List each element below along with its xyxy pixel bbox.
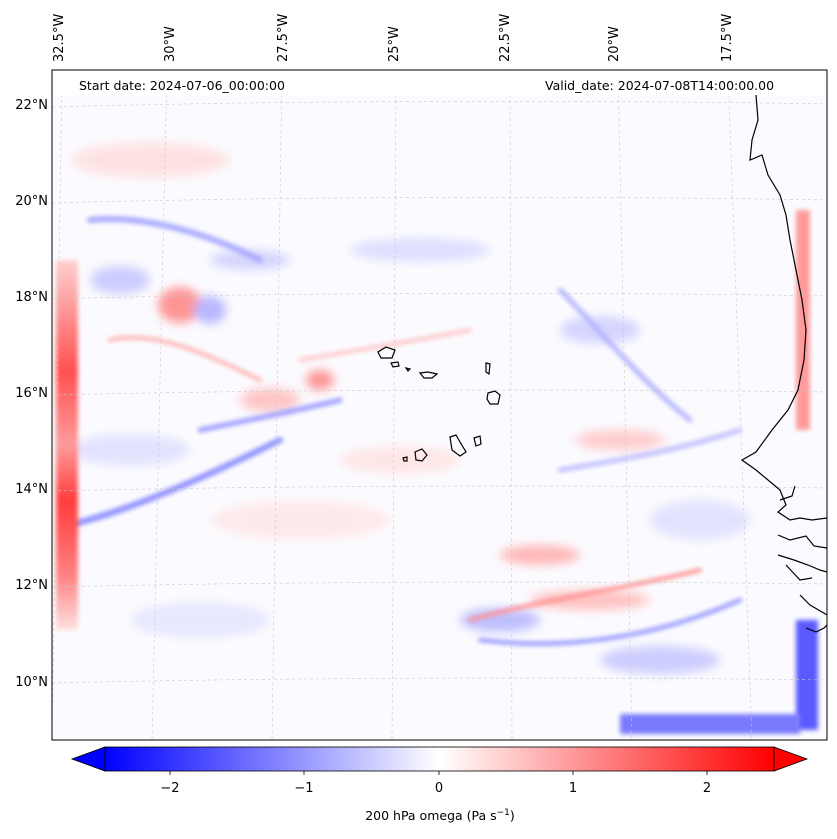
lat-label-22n: 22°N bbox=[15, 98, 48, 113]
lon-label-22-5w: 22.5°W bbox=[498, 13, 513, 62]
lon-label-25w: 25°W bbox=[387, 26, 402, 62]
lon-label-17-5w: 17.5°W bbox=[720, 13, 735, 62]
colorbar-title-sup: −1 bbox=[496, 808, 510, 818]
lon-label-30w: 30°W bbox=[163, 26, 178, 62]
colorbar-title-main: 200 hPa omega (Pa s bbox=[365, 808, 497, 824]
colorbar-tick-label: −1 bbox=[294, 781, 314, 796]
omega-field bbox=[52, 70, 827, 740]
start-date-label: Start date: 2024-07-06_00:00:00 bbox=[79, 78, 285, 93]
map-frame bbox=[51, 69, 828, 741]
lat-label-18n: 18°N bbox=[15, 290, 48, 305]
lat-label-10n: 10°N bbox=[15, 675, 48, 690]
lon-label-27-5w: 27.5°W bbox=[276, 13, 291, 62]
colorbar-tick-label: 0 bbox=[434, 781, 444, 796]
colorbar bbox=[70, 746, 809, 775]
colorbar-extend-min bbox=[70, 746, 106, 772]
colorbar-title: 200 hPa omega (Pa s−1) bbox=[0, 808, 837, 823]
colorbar-tick-label: −2 bbox=[160, 781, 180, 796]
colorbar-extend-max bbox=[773, 746, 809, 772]
lon-label-32-5w: 32.5°W bbox=[52, 13, 67, 62]
colorbar-tick-label: 2 bbox=[702, 781, 712, 796]
lat-label-12n: 12°N bbox=[15, 578, 48, 593]
lat-label-20n: 20°N bbox=[15, 194, 48, 209]
valid-date-label: Valid_date: 2024-07-08T14:00:00.00 bbox=[545, 78, 775, 93]
graticule bbox=[52, 70, 827, 740]
lat-label-14n: 14°N bbox=[15, 482, 48, 497]
lat-label-16n: 16°N bbox=[15, 386, 48, 401]
colorbar-title-end: ) bbox=[509, 808, 515, 824]
lon-label-20w: 20°W bbox=[607, 26, 622, 62]
colorbar-tick-label: 1 bbox=[568, 781, 578, 796]
coastline bbox=[377, 94, 827, 633]
colorbar-ticks bbox=[169, 771, 708, 775]
colorbar-bar bbox=[104, 746, 775, 772]
